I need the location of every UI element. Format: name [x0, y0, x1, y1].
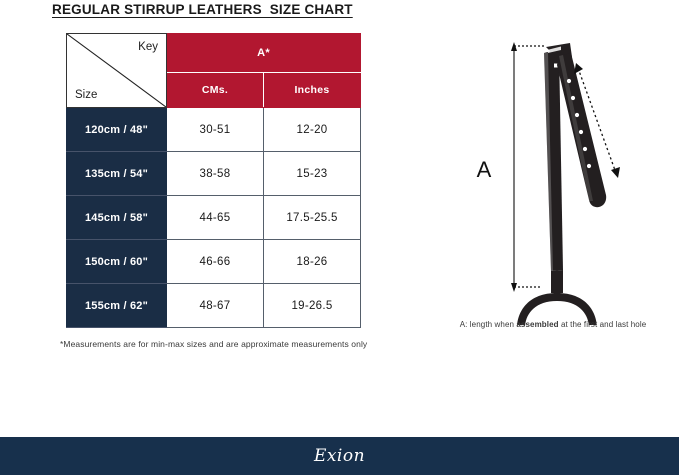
stirrup-iron-icon — [517, 293, 597, 325]
row-value-inches: 15-23 — [262, 151, 362, 196]
caption-prefix: A: length when — [459, 320, 517, 329]
caption-bold-word: assembled — [516, 320, 559, 329]
dimension-label-a: A — [477, 157, 492, 182]
dimension-leader-lines — [514, 45, 546, 288]
vertical-leather-strap — [544, 49, 563, 293]
corner-key-label: Key — [138, 41, 158, 53]
row-value-cms: 46-66 — [166, 239, 264, 284]
table-row: 145cm / 58" 44-65 17.5-25.5 — [66, 195, 362, 240]
stirrup-leather-diagram: A — [420, 25, 670, 325]
row-size-label: 150cm / 60" — [66, 239, 167, 284]
brand-logo: Exion — [313, 446, 366, 466]
subheader-cms: CMs. — [166, 72, 264, 108]
row-size-label: 120cm / 48" — [66, 107, 167, 152]
row-value-inches: 19-26.5 — [262, 283, 362, 328]
corner-split-cell: Key Size — [66, 33, 167, 108]
row-value-inches: 18-26 — [262, 239, 362, 284]
corner-size-label: Size — [75, 89, 98, 101]
measurement-footnote: *Measurements are for min-max sizes and … — [60, 339, 368, 349]
table-header-row: Key Size A* — [66, 33, 362, 108]
page-title: REGULAR STIRRUP LEATHERS SIZE CHART — [52, 2, 353, 17]
caption-suffix: at the first and last hole — [558, 320, 647, 329]
diagram-caption: A: length when assembled at the first an… — [428, 320, 678, 329]
row-size-label: 155cm / 62" — [66, 283, 167, 328]
group-header-a: A* — [165, 33, 362, 73]
dimension-line-a — [511, 42, 517, 292]
table-row: 155cm / 62" 48-67 19-26.5 — [66, 283, 362, 328]
row-value-inches: 17.5-25.5 — [262, 195, 362, 240]
diagonal-tail-strap — [557, 53, 607, 208]
stirrup-leather-illustration: A — [477, 42, 620, 325]
size-chart-table: Key Size A* CMs. Inches 120cm / 48" 30-5… — [66, 33, 362, 328]
row-value-cms: 38-58 — [166, 151, 264, 196]
row-size-label: 145cm / 58" — [66, 195, 167, 240]
table-row: 150cm / 60" 46-66 18-26 — [66, 239, 362, 284]
table-row: 120cm / 48" 30-51 12-20 — [66, 107, 362, 152]
table-row: 135cm / 54" 38-58 15-23 — [66, 151, 362, 196]
row-value-cms: 48-67 — [166, 283, 264, 328]
row-value-inches: 12-20 — [262, 107, 362, 152]
diagonal-divider-icon — [67, 34, 166, 107]
tail-length-arrow — [574, 63, 620, 178]
row-value-cms: 44-65 — [166, 195, 264, 240]
subheader-inches: Inches — [262, 72, 362, 108]
row-size-label: 135cm / 54" — [66, 151, 167, 196]
footer-bar: Exion — [0, 437, 679, 475]
row-value-cms: 30-51 — [166, 107, 264, 152]
